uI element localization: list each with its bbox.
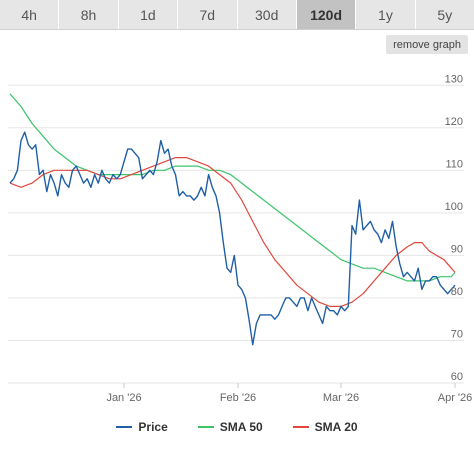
- tab-1y[interactable]: 1y: [356, 0, 416, 29]
- x-tick-label: Feb '26: [220, 392, 256, 404]
- tab-8h[interactable]: 8h: [59, 0, 119, 29]
- series-line-price: [9, 131, 456, 346]
- tab-7d[interactable]: 7d: [178, 0, 238, 29]
- y-tick-label: 100: [445, 201, 463, 213]
- tab-120d[interactable]: 120d: [296, 0, 357, 29]
- chart-series: [9, 93, 456, 346]
- x-tick-label: Jan '26: [106, 392, 141, 404]
- legend-item-sma20[interactable]: SMA 20: [292, 420, 358, 434]
- legend-item-sma50[interactable]: SMA 50: [197, 420, 263, 434]
- tab-5y[interactable]: 5y: [437, 6, 453, 23]
- legend-item-price[interactable]: Price: [116, 420, 168, 434]
- tab-4h[interactable]: 4h: [0, 0, 60, 29]
- legend-label-price: Price: [138, 420, 168, 434]
- x-tick-label: Mar '26: [323, 392, 359, 404]
- legend-swatch-price: [116, 426, 133, 428]
- y-tick-label: 80: [451, 286, 463, 298]
- x-tick-label: Apr '26: [438, 392, 473, 404]
- y-tick-label: 60: [451, 371, 463, 383]
- tab-1d[interactable]: 1d: [119, 0, 179, 29]
- legend-swatch-sma50: [197, 426, 214, 428]
- y-tick-label: 90: [451, 243, 463, 255]
- series-line-sma50: [9, 93, 456, 282]
- chart-legend: Price SMA 50 SMA 20: [0, 420, 474, 434]
- tab-30d[interactable]: 30d: [238, 0, 297, 29]
- timeframe-tabs: 4h 8h 1d 7d 30d 120d 1y 5y: [0, 0, 474, 30]
- y-tick-label: 70: [451, 328, 463, 340]
- series-line-sma20: [9, 157, 456, 307]
- y-tick-label: 130: [445, 73, 463, 85]
- y-tick-label: 110: [445, 158, 463, 170]
- legend-label-sma20: SMA 20: [314, 420, 358, 434]
- y-tick-label: 120: [445, 116, 463, 128]
- chart-grid: [8, 84, 464, 388]
- chart-labels: 60 70 80 90 100 110 120 130 Jan '26 Feb '26 Mar '2…: [106, 73, 472, 404]
- legend-label-sma50: SMA 50: [219, 420, 263, 434]
- legend-swatch-sma20: [292, 426, 309, 428]
- remove-graph-button[interactable]: remove graph: [386, 35, 468, 54]
